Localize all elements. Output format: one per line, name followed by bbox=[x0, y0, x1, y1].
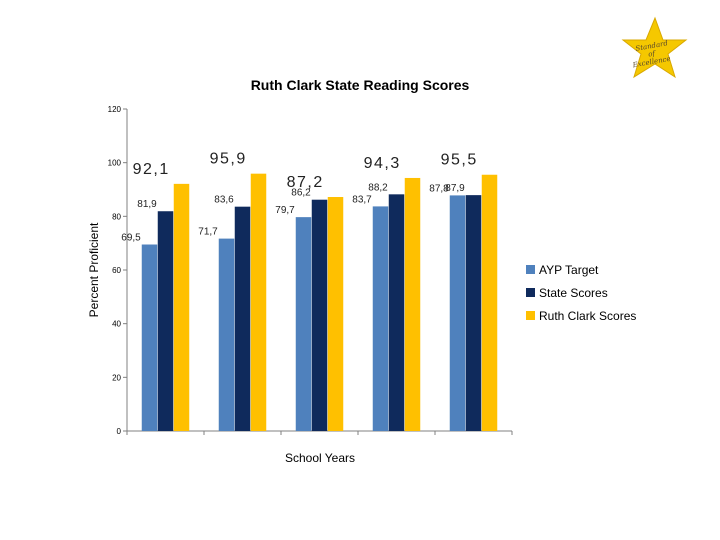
y-tick-label: 120 bbox=[108, 105, 122, 114]
bar bbox=[173, 183, 190, 431]
bar bbox=[465, 195, 482, 431]
data-label: 92,1 bbox=[133, 161, 170, 178]
y-tick-label: 20 bbox=[112, 373, 121, 382]
y-tick-label: 40 bbox=[112, 320, 121, 329]
bar bbox=[141, 244, 158, 431]
legend-label: State Scores bbox=[539, 285, 608, 300]
legend-swatch bbox=[526, 311, 535, 320]
x-axis-label: School Years bbox=[285, 451, 355, 465]
star-badge: Standard of Excellence bbox=[621, 16, 688, 79]
data-label: 86,2 bbox=[291, 188, 311, 199]
star-icon bbox=[621, 16, 688, 79]
bar bbox=[234, 206, 251, 431]
legend-label: Ruth Clark Scores bbox=[539, 308, 637, 323]
data-label: 87,2 bbox=[287, 174, 324, 191]
y-tick-label: 60 bbox=[112, 266, 121, 275]
bar bbox=[481, 174, 498, 431]
bar bbox=[327, 197, 344, 431]
bar bbox=[157, 211, 174, 431]
legend: AYP Target State Scores Ruth Clark Score… bbox=[526, 258, 636, 327]
badge-line-2: of bbox=[648, 49, 657, 58]
legend-label: AYP Target bbox=[539, 262, 599, 277]
bar bbox=[404, 177, 421, 431]
legend-item-ruth-clark: Ruth Clark Scores bbox=[526, 304, 636, 327]
data-label: 88,2 bbox=[368, 182, 388, 193]
y-axis-label: Percent Proficient bbox=[87, 222, 101, 317]
bar bbox=[218, 238, 235, 431]
bar bbox=[449, 195, 466, 431]
bar bbox=[295, 217, 312, 431]
legend-item-state: State Scores bbox=[526, 281, 636, 304]
bar bbox=[388, 194, 405, 431]
data-label: 71,7 bbox=[198, 227, 218, 238]
y-tick-label: 0 bbox=[117, 427, 122, 436]
bar bbox=[311, 199, 328, 431]
chart-title: Ruth Clark State Reading Scores bbox=[251, 77, 470, 93]
plot-area: 0 20 40 60 80 100 120 69,5 71,7 79,7 83,7 87,8 81,9 8… bbox=[108, 105, 513, 436]
data-label: 79,7 bbox=[275, 205, 295, 216]
y-tick-label: 80 bbox=[112, 212, 121, 221]
data-label: 94,3 bbox=[364, 155, 401, 172]
legend-item-ayp: AYP Target bbox=[526, 258, 636, 281]
y-tick-label: 100 bbox=[108, 159, 122, 168]
data-label: 83,6 bbox=[214, 195, 234, 206]
legend-swatch bbox=[526, 265, 535, 274]
data-label: 81,9 bbox=[137, 199, 157, 210]
bar bbox=[250, 173, 267, 431]
data-label: 87,9 bbox=[445, 183, 465, 194]
data-label: 83,7 bbox=[352, 194, 372, 205]
data-label: 95,5 bbox=[441, 152, 478, 169]
data-label: 87,8 bbox=[429, 183, 449, 194]
data-label: 69,5 bbox=[121, 233, 141, 244]
bar bbox=[372, 206, 389, 431]
data-label: 95,9 bbox=[210, 151, 247, 168]
legend-swatch bbox=[526, 288, 535, 297]
